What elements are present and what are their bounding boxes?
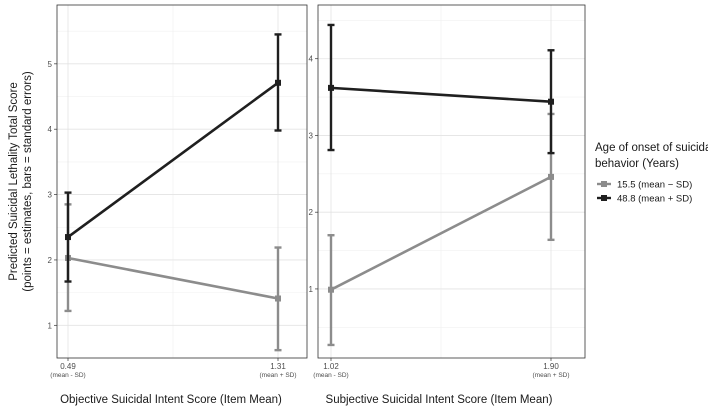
- y-tick-label: 1: [48, 321, 53, 330]
- panel-background: [318, 5, 585, 358]
- y-axis-label-line-1: Predicted Suicidal Lethality Total Score: [8, 82, 20, 281]
- x-axis-label: Objective Suicidal Intent Score (Item Me…: [60, 394, 282, 406]
- y-tick-label: 4: [48, 125, 53, 134]
- legend-key-point: [601, 181, 607, 187]
- x-tick-label: 0.49: [60, 362, 76, 371]
- y-axis-label: Predicted Suicidal Lethality Total Score…: [8, 71, 34, 292]
- series-2: [327, 23, 555, 155]
- data-point: [275, 295, 281, 302]
- x-tick-label: 1.90: [543, 362, 559, 371]
- x-tick-sublabel: (mean - SD): [313, 372, 348, 379]
- y-tick-label: 2: [309, 208, 314, 217]
- panel-1: 1 2 3 4 5 0.49(mean - SD) 1.31(mean + SD) Objec…: [8, 4, 308, 406]
- y-axis-label-line-2: (points = estimates, bars = standard err…: [22, 71, 34, 292]
- x-axis-label: Subjective Suicidal Intent Score (Item M…: [326, 394, 553, 406]
- y-tick-label: 2: [48, 256, 53, 265]
- legend-title-line-2: behavior (Years): [595, 158, 679, 170]
- panel-border: [317, 4, 586, 359]
- data-point: [275, 79, 281, 86]
- data-point: [328, 286, 334, 293]
- panel-border: [56, 4, 308, 359]
- x-tick-label: 1.31: [270, 362, 286, 371]
- legend-key-point: [601, 195, 607, 201]
- panel-2: 1 2 3 4 1.02(mean - SD) 1.90(mean + SD) Subjec…: [309, 4, 586, 406]
- y-tick-label: 4: [309, 55, 314, 64]
- y-tick-label: 3: [48, 191, 53, 200]
- series-1: [327, 112, 555, 347]
- data-point: [548, 173, 554, 180]
- series-line: [330, 86, 552, 103]
- legend-title-line-1: Age of onset of suicidal: [595, 142, 708, 154]
- x-tick-sublabel: (mean - SD): [50, 372, 85, 379]
- x-tick-sublabel: (mean + SD): [259, 372, 296, 379]
- data-point: [65, 234, 71, 241]
- series-line: [67, 81, 279, 239]
- legend-label: 15.5 (mean − SD): [617, 180, 692, 191]
- y-tick-label: 1: [309, 285, 314, 294]
- legend-label: 48.8 (mean + SD): [617, 194, 692, 205]
- series-line: [67, 256, 279, 300]
- series-line: [330, 175, 552, 291]
- legend: Age of onset of suicidal behavior (Years)…: [595, 142, 708, 205]
- data-point: [548, 98, 554, 105]
- panel-background: [57, 5, 307, 358]
- data-point: [328, 84, 334, 91]
- y-tick-label: 3: [309, 131, 314, 140]
- x-tick-sublabel: (mean + SD): [532, 372, 569, 379]
- y-tick-label: 5: [48, 60, 53, 69]
- x-tick-label: 1.02: [323, 362, 339, 371]
- series-2: [64, 33, 282, 283]
